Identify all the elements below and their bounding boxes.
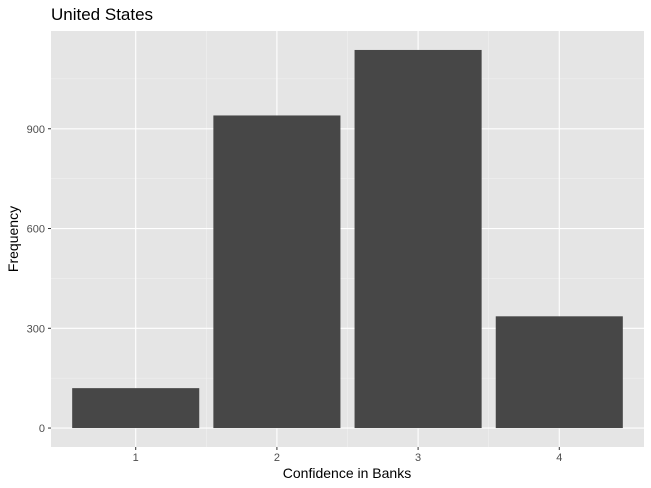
bar: [213, 115, 341, 429]
y-tick-label: 300: [27, 323, 45, 335]
chart-title: United States: [51, 5, 153, 24]
bar: [495, 316, 623, 429]
y-tick-label: 0: [39, 423, 45, 435]
y-axis-label: Frequency: [5, 206, 21, 272]
x-tick-label: 2: [274, 452, 280, 464]
x-tick-label: 1: [133, 452, 139, 464]
x-axis-label: Confidence in Banks: [283, 465, 411, 481]
x-tick-label: 3: [415, 452, 421, 464]
y-tick-label: 600: [27, 224, 45, 236]
x-tick-label: 4: [556, 452, 562, 464]
bars: [72, 49, 623, 429]
bar: [354, 49, 482, 429]
bar: [72, 388, 200, 429]
y-tick-label: 900: [27, 124, 45, 136]
x-axis: 1 2 3 4: [133, 447, 562, 464]
y-axis: 0 300 600 900: [27, 124, 51, 435]
